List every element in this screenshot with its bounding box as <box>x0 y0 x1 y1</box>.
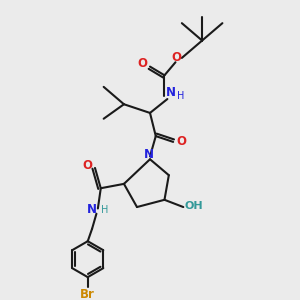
Text: H: H <box>100 205 108 215</box>
Text: Br: Br <box>80 288 95 300</box>
Text: O: O <box>138 57 148 70</box>
Text: H: H <box>177 91 184 100</box>
Text: O: O <box>176 135 186 148</box>
Text: OH: OH <box>184 201 203 211</box>
Text: O: O <box>172 51 182 64</box>
Text: N: N <box>87 203 97 216</box>
Text: O: O <box>83 159 93 172</box>
Text: N: N <box>166 85 176 99</box>
Text: N: N <box>144 148 154 161</box>
